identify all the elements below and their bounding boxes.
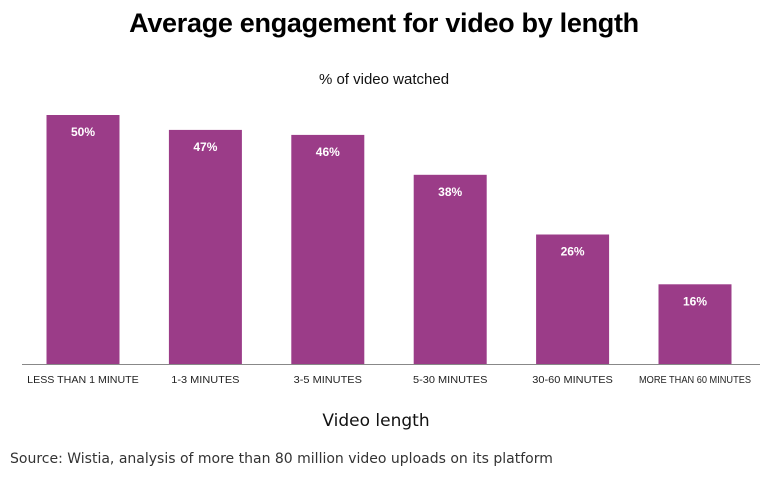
bar [536, 234, 610, 364]
x-axis-title: Video length [322, 411, 430, 431]
chart-title: Average engagement for video by length [129, 8, 639, 38]
bar [291, 134, 365, 364]
data-label: 50% [71, 125, 95, 139]
x-tick-label: MORE THAN 60 MINUTES [639, 374, 751, 386]
x-tick-label: 5-30 MINUTES [413, 374, 487, 386]
source-note: Source: Wistia, analysis of more than 80… [10, 451, 553, 467]
bar [46, 115, 120, 364]
x-tick-label: 1-3 MINUTES [171, 374, 239, 386]
x-tick-label: LESS THAN 1 MINUTE [27, 374, 139, 386]
bar [413, 174, 487, 364]
data-label: 46% [316, 145, 340, 159]
bar [658, 284, 732, 364]
x-tick-label: 30-60 MINUTES [532, 374, 613, 386]
bar [168, 129, 242, 364]
data-label: 16% [683, 294, 707, 308]
data-label: 38% [438, 185, 462, 199]
x-tick-label: 3-5 MINUTES [294, 374, 362, 386]
data-label: 26% [561, 245, 585, 259]
data-label: 47% [193, 140, 217, 154]
chart-subtitle: % of video watched [318, 71, 450, 88]
